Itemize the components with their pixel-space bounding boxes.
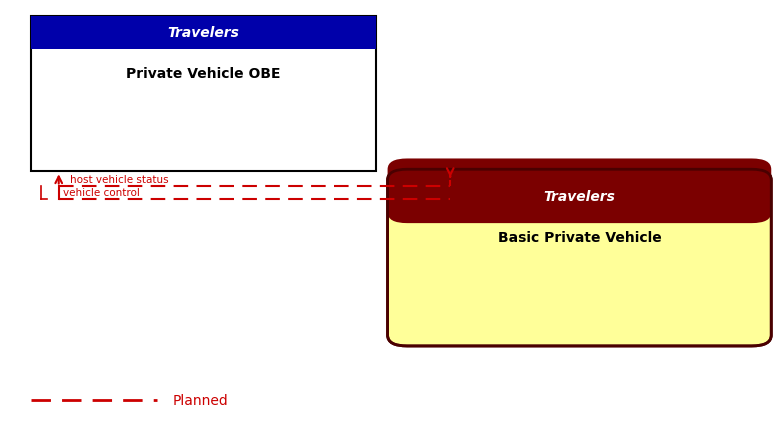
- Text: vehicle control: vehicle control: [63, 187, 139, 197]
- Text: Travelers: Travelers: [168, 26, 240, 40]
- FancyBboxPatch shape: [388, 159, 771, 224]
- Text: host vehicle status: host vehicle status: [70, 175, 169, 184]
- Bar: [407, 197, 752, 213]
- Bar: [31, 17, 376, 49]
- Text: Planned: Planned: [172, 393, 228, 407]
- Text: Travelers: Travelers: [543, 190, 615, 204]
- Text: Private Vehicle OBE: Private Vehicle OBE: [126, 67, 281, 81]
- FancyBboxPatch shape: [388, 170, 771, 346]
- Text: Basic Private Vehicle: Basic Private Vehicle: [497, 230, 662, 244]
- Bar: [31, 17, 376, 172]
